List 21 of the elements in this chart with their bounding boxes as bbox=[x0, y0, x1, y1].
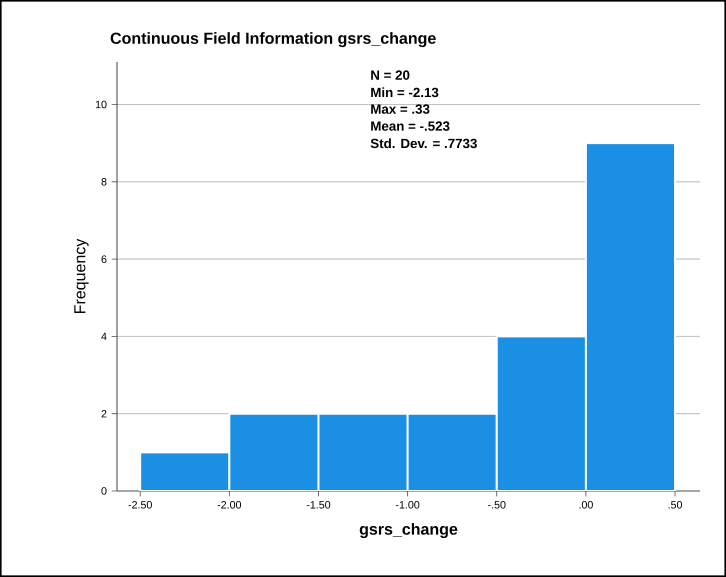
annotation: Max = .33 bbox=[371, 104, 430, 114]
x-tick-label: .50 bbox=[668, 501, 682, 509]
chart-title: Continuous Field Information gsrs_change bbox=[110, 32, 436, 48]
x-tick-label: -1.50 bbox=[306, 501, 330, 509]
x-tick-label: -2.50 bbox=[128, 501, 152, 509]
y-tick-label: 10 bbox=[96, 100, 107, 108]
x-tick-label: -1.00 bbox=[396, 501, 420, 509]
y-axis-title: Frequency bbox=[74, 238, 89, 313]
annotation: Min = -2.13 bbox=[371, 87, 438, 98]
y-tick-label: 8 bbox=[101, 178, 106, 186]
y-tick-label: 4 bbox=[101, 332, 107, 340]
x-tick-label: -.50 bbox=[488, 501, 506, 509]
y-tick-label: 6 bbox=[102, 255, 106, 263]
x-tick-label: .00 bbox=[579, 501, 593, 509]
x-tick-label: -2.00 bbox=[218, 501, 242, 509]
y-tick-label: 0 bbox=[101, 487, 107, 495]
y-tick-label: 2 bbox=[102, 410, 106, 418]
annotation: Mean = -.523 bbox=[371, 121, 450, 131]
x-axis-title: gsrs_change bbox=[360, 523, 458, 538]
annotation: Std. Dev. = .7733 bbox=[370, 138, 477, 148]
annotation: N = 20 bbox=[371, 70, 410, 80]
